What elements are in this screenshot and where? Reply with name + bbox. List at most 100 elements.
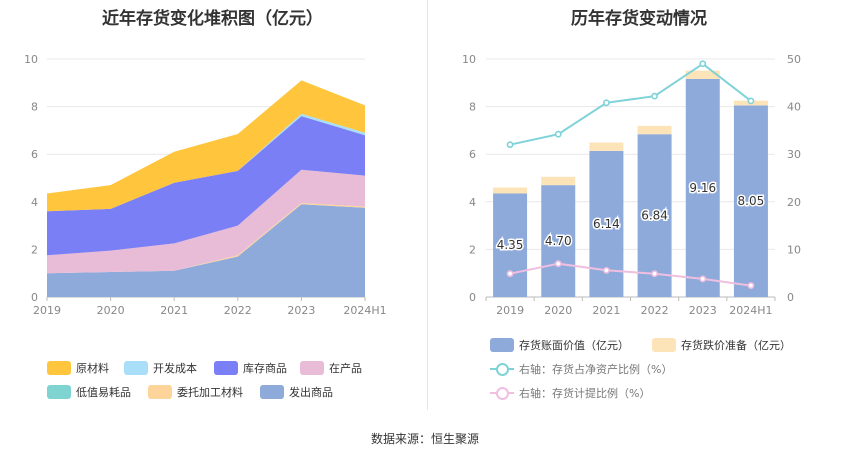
area-库存商品 — [47, 116, 365, 256]
area-在产品 — [47, 169, 365, 274]
right-y2-tick-label: 50 — [787, 53, 801, 66]
legend-label: 存货账面价值（亿元） — [519, 339, 629, 352]
bar-data-label: 9.16 — [689, 181, 716, 195]
line-point — [651, 92, 658, 100]
right-legend-item[interactable]: 存货跌价准备（亿元） — [652, 337, 791, 353]
left-legend-item[interactable]: 在产品 — [300, 360, 362, 376]
right-y2-tick-label: 10 — [787, 243, 801, 256]
right-y2-tick-label: 20 — [787, 196, 801, 209]
legend-label: 低值易耗品 — [76, 386, 131, 399]
bar-存货账面价值（亿元） — [733, 105, 768, 297]
left-legend-item[interactable]: 低值易耗品 — [47, 384, 131, 400]
bar-存货账面价值（亿元） — [685, 78, 720, 297]
legend-swatch — [214, 361, 238, 375]
legend-label: 库存商品 — [243, 362, 287, 375]
line-point — [506, 141, 514, 149]
right-y-tick-label: 8 — [469, 101, 476, 114]
line-右轴：存货占净资产比例（%） — [509, 62, 752, 146]
legend-swatch — [47, 361, 71, 375]
bar-data-label: 4.35 — [497, 238, 524, 252]
line-point — [506, 270, 514, 278]
left-x-tick-label: 2022 — [224, 304, 252, 317]
bar-data-label: 8.05 — [738, 194, 765, 208]
left-x-tick-label: 2023 — [287, 304, 315, 317]
legend-label: 开发成本 — [153, 362, 197, 375]
legend-label: 右轴：存货计提比例（%） — [519, 387, 651, 400]
bar-data-label: 4.70 — [545, 234, 572, 248]
legend-swatch — [47, 385, 71, 399]
legend-swatch — [300, 361, 324, 375]
left-chart-title: 近年存货变化堆积图（亿元） — [102, 9, 323, 29]
right-x-tick-label: 2020 — [544, 304, 572, 317]
legend-swatch — [490, 386, 514, 400]
legend-swatch — [260, 385, 284, 399]
right-x-tick-label: 2022 — [641, 304, 669, 317]
right-x-tick-label: 2023 — [689, 304, 717, 317]
legend-swatch — [490, 338, 514, 352]
line-point — [554, 130, 562, 138]
right-y2-tick-label: 30 — [787, 148, 801, 161]
right-x-tick-label: 2024H1 — [729, 304, 772, 317]
bar-存货跌价准备（亿元） — [589, 142, 624, 151]
data-source-note: 数据来源：恒生聚源 — [370, 432, 479, 446]
legend-label: 存货跌价准备（亿元） — [681, 339, 791, 352]
line-point — [651, 270, 658, 278]
line-point — [747, 97, 755, 105]
line-point — [603, 99, 610, 107]
legend-swatch — [148, 385, 172, 399]
legend-label: 委托加工材料 — [177, 386, 243, 399]
legend-label: 右轴：存货占净资产比例（%） — [519, 363, 673, 376]
left-x-tick-label: 2024H1 — [343, 304, 386, 317]
panel-divider — [427, 0, 428, 410]
right-y2-tick-label: 40 — [787, 101, 801, 114]
area-原材料 — [47, 80, 365, 212]
bar-存货跌价准备（亿元） — [541, 176, 576, 186]
right-y-tick-label: 10 — [462, 53, 476, 66]
left-y-tick-label: 2 — [31, 243, 38, 256]
right-y-tick-label: 0 — [469, 291, 476, 304]
bar-存货账面价值（亿元） — [637, 134, 672, 297]
line-右轴：存货计提比例（%） — [509, 262, 752, 287]
legend-swatch — [652, 338, 676, 352]
left-y-tick-label: 6 — [31, 148, 38, 161]
area-发出商品 — [47, 204, 365, 297]
right-legend-item[interactable]: 右轴：存货计提比例（%） — [490, 385, 650, 401]
area-开发成本 — [47, 113, 365, 212]
right-x-tick-label: 2021 — [592, 304, 620, 317]
left-x-tick-label: 2019 — [33, 304, 61, 317]
bar-data-label: 6.84 — [641, 209, 668, 223]
right-chart-title: 历年存货变动情况 — [571, 9, 707, 29]
bar-存货跌价准备（亿元） — [637, 125, 672, 135]
left-x-tick-label: 2020 — [97, 304, 125, 317]
left-legend-item[interactable]: 库存商品 — [214, 360, 287, 376]
left-x-tick-label: 2021 — [160, 304, 188, 317]
right-legend-item[interactable]: 右轴：存货占净资产比例（%） — [490, 361, 672, 377]
legend-label: 发出商品 — [289, 386, 333, 399]
bar-存货账面价值（亿元） — [493, 193, 528, 297]
right-x-tick-label: 2019 — [496, 304, 524, 317]
right-y-tick-label: 2 — [469, 243, 476, 256]
bar-存货跌价准备（亿元） — [685, 70, 720, 79]
left-y-tick-label: 8 — [31, 101, 38, 114]
left-legend-item[interactable]: 开发成本 — [124, 360, 197, 376]
left-legend-item[interactable]: 委托加工材料 — [148, 384, 243, 400]
left-y-tick-label: 4 — [31, 196, 38, 209]
right-y-tick-label: 6 — [469, 148, 476, 161]
line-point — [603, 266, 610, 274]
line-point — [699, 60, 707, 68]
bar-存货跌价准备（亿元） — [493, 187, 528, 194]
right-legend-item[interactable]: 存货账面价值（亿元） — [490, 337, 629, 353]
bar-存货账面价值（亿元） — [541, 185, 576, 297]
left-legend-item[interactable]: 发出商品 — [260, 384, 333, 400]
legend-swatch — [124, 361, 148, 375]
line-point — [747, 282, 755, 289]
line-point — [699, 275, 707, 283]
left-legend-item[interactable]: 原材料 — [47, 360, 109, 376]
legend-swatch — [490, 362, 514, 376]
bar-data-label: 6.14 — [593, 217, 620, 231]
line-point — [554, 260, 562, 268]
left-y-tick-label: 10 — [24, 53, 38, 66]
right-y2-tick-label: 0 — [787, 291, 794, 304]
left-y-tick-label: 0 — [31, 291, 38, 304]
